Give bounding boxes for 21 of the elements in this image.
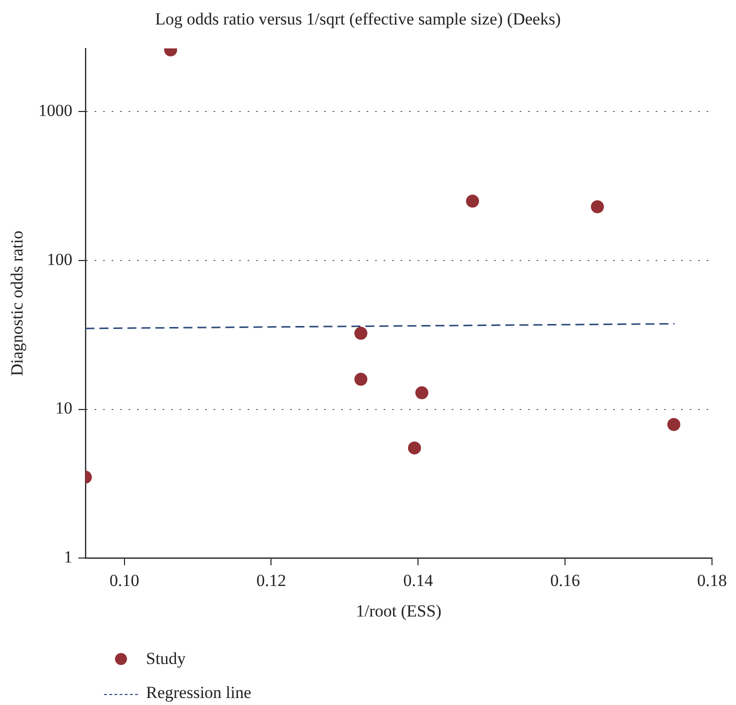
x-tick-label: 0.12 [256, 570, 286, 590]
y-tick-label: 1000 [38, 100, 72, 120]
x-axis-title: 1/root (ESS) [356, 601, 442, 620]
y-tick-label: 1 [64, 548, 72, 567]
y-axis-title: Diagnostic odds ratio [8, 230, 27, 376]
point [354, 326, 368, 340]
point [590, 200, 604, 214]
point [354, 372, 368, 386]
point [415, 386, 428, 400]
y-tick-label: 10 [55, 398, 72, 418]
x-tick-label: 0.16 [550, 570, 580, 590]
y-tick-label: 100 [46, 250, 72, 269]
x-tick-label: 0.14 [403, 570, 434, 590]
chart-title: Log odds ratio versus 1/sqrt (effective sample size) (Deeks) [155, 10, 561, 29]
legend-label: Regression line [146, 683, 252, 703]
x-tick-label: 0.18 [697, 570, 727, 590]
point [408, 441, 421, 454]
x-tick-label: 0.10 [109, 570, 140, 590]
legend-label: Study [146, 649, 186, 669]
point [466, 194, 480, 208]
point [667, 418, 680, 432]
